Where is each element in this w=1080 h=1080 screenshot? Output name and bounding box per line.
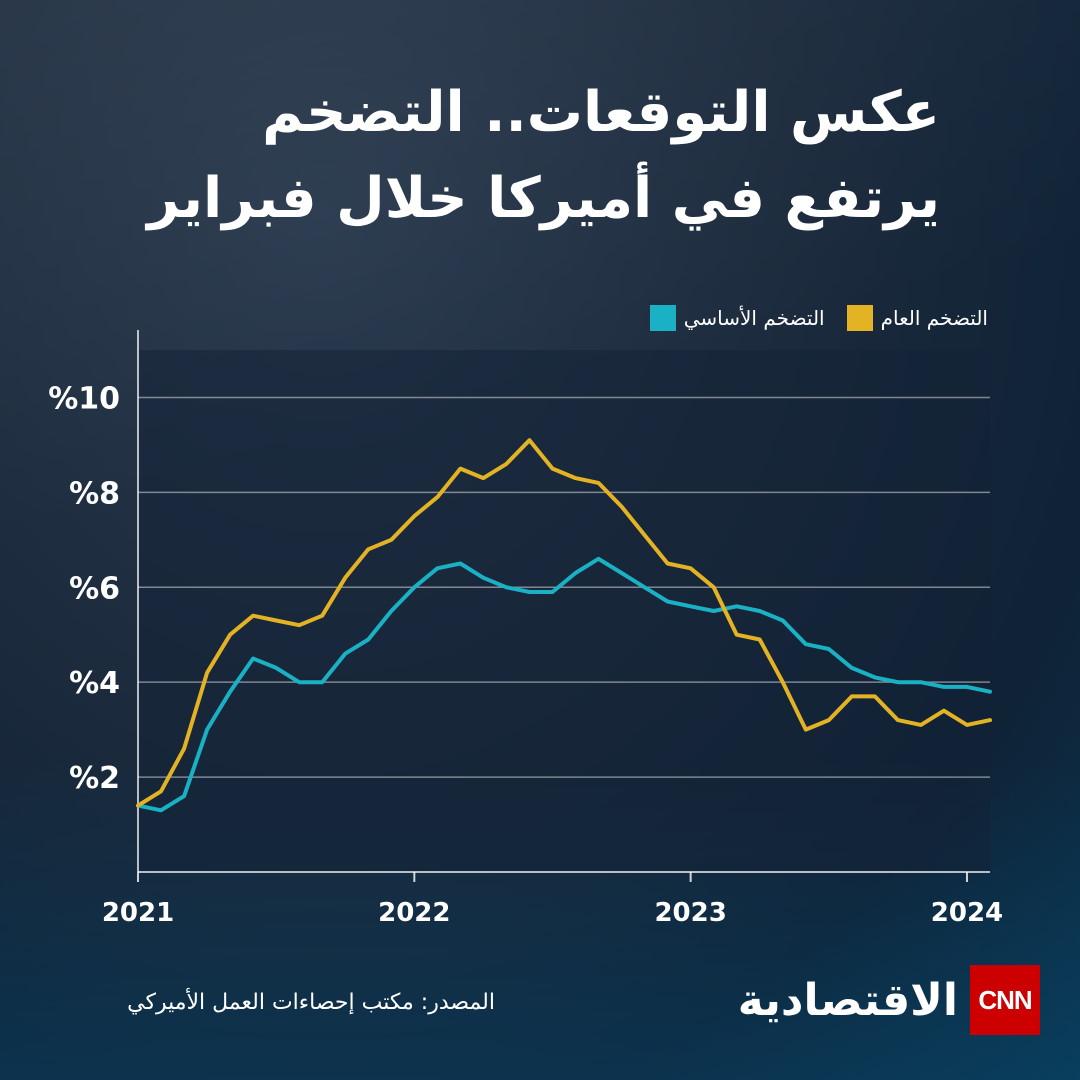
series-line-core	[136, 556, 992, 813]
y-tick-label: %6	[69, 571, 120, 606]
brand-logo: الاقتصادية CNN	[738, 965, 1040, 1035]
legend-label-core: التضخم الأساسي	[683, 306, 825, 330]
x-tick-label: 2022	[378, 898, 450, 928]
x-tick-label: 2024	[931, 898, 1003, 928]
y-tick-label: %4	[69, 666, 120, 701]
x-tick-label: 2021	[102, 898, 174, 928]
source-note: المصدر: مكتب إحصاءات العمل الأميركي	[127, 990, 495, 1015]
brand-logo-text: الاقتصادية	[737, 974, 958, 1026]
series-line-headline	[136, 438, 992, 808]
legend-swatch-headline	[846, 305, 873, 331]
chart-title: عكس التوقعات.. التضخم يرتفع في أميركا خل…	[147, 80, 940, 231]
legend: التضخم الأساسي التضخم العام	[649, 305, 988, 331]
plot-area	[138, 350, 990, 872]
y-tick-label: %8	[69, 476, 120, 511]
y-tick-label: %2	[69, 761, 120, 796]
legend-label-headline: التضخم العام	[880, 306, 988, 330]
legend-item-core: التضخم الأساسي	[649, 305, 825, 331]
y-tick-label: %10	[48, 381, 120, 416]
cnn-logo: CNN	[970, 965, 1040, 1035]
legend-item-headline: التضخم العام	[846, 305, 988, 331]
legend-swatch-core	[649, 305, 676, 331]
x-tick-label: 2023	[654, 898, 726, 928]
